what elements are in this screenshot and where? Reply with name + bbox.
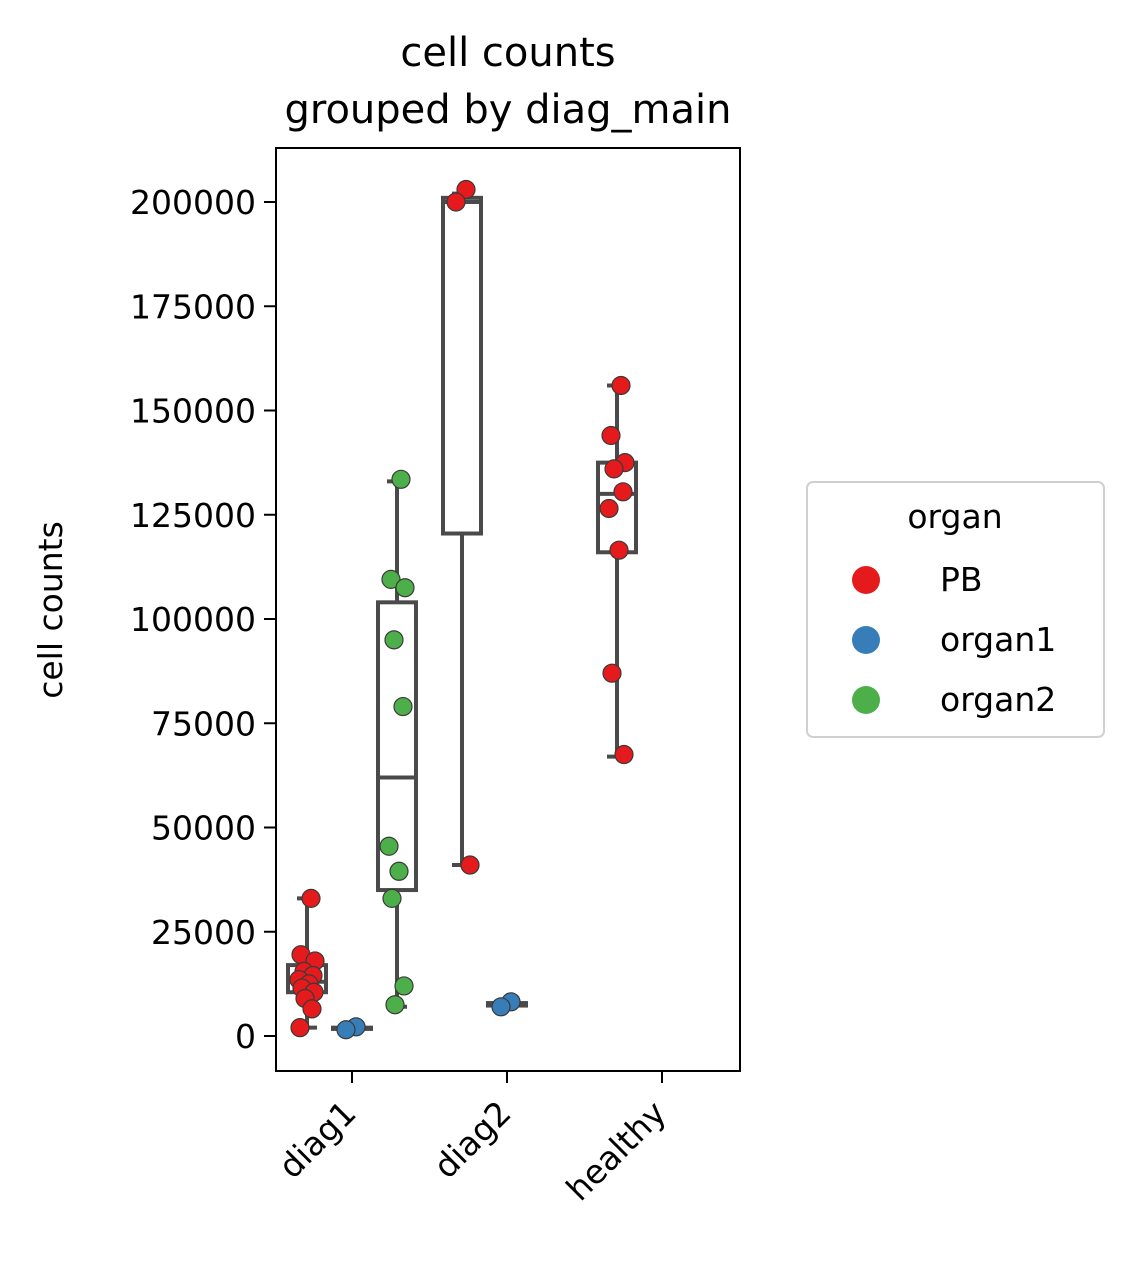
data-point [391, 469, 411, 489]
legend-label-organ2: organ2 [940, 680, 1056, 719]
data-point [301, 888, 321, 908]
legend-label-organ1: organ1 [940, 620, 1056, 659]
y-tick-label: 100000 [130, 600, 256, 639]
legend-frame [806, 481, 1105, 738]
legend-marker-PB [852, 566, 880, 594]
data-point [613, 482, 633, 502]
group-healthy [596, 375, 638, 765]
data-point [456, 179, 476, 200]
legend: organ PB organ1 organ2 [806, 481, 1105, 738]
data-point [384, 630, 404, 650]
data-point [601, 425, 621, 446]
group-diag1 [286, 469, 418, 1040]
y-tick-label: 150000 [130, 392, 256, 431]
x-tick-label: diag2 [426, 1093, 519, 1186]
y-tick-label: 25000 [151, 913, 256, 952]
data-point [491, 997, 511, 1017]
data-point [604, 459, 624, 479]
legend-title: organ [907, 497, 1002, 536]
y-tick-label: 75000 [151, 704, 256, 743]
data-point [381, 569, 401, 589]
data-point [382, 888, 402, 908]
y-tick-label: 50000 [151, 809, 256, 848]
data-point [290, 1018, 310, 1038]
data-point [393, 696, 413, 717]
data-point [602, 663, 622, 683]
data-point [336, 1020, 356, 1040]
legend-marker-organ2 [852, 686, 880, 714]
y-axis: 0 25000 50000 75000 100000 125000 150000 175000… [130, 183, 276, 1056]
x-tick-label: diag1 [271, 1093, 364, 1186]
y-tick-label: 200000 [130, 183, 256, 222]
data-point [460, 855, 480, 875]
plot-area [286, 179, 638, 1040]
y-tick-label: 125000 [130, 496, 256, 535]
box-diag1-organ1 [331, 1017, 373, 1040]
legend-marker-organ1 [852, 626, 880, 654]
data-point [385, 995, 405, 1015]
data-point [446, 192, 466, 212]
plot-frame [275, 147, 741, 1072]
box-healthy-PB [596, 375, 638, 765]
box-diag2-organ1 [486, 992, 528, 1017]
box-diag1-organ2 [376, 469, 418, 1015]
data-point [395, 578, 415, 598]
data-point [614, 744, 634, 765]
data-point [379, 836, 399, 856]
y-axis-label: cell counts [31, 521, 70, 699]
y-tick-label: 0 [235, 1017, 256, 1056]
chart-title-line-1: cell counts [400, 30, 615, 76]
x-axis: diag1 diag2 healthy [271, 1071, 674, 1208]
data-point [389, 861, 409, 881]
legend-label-PB: PB [940, 560, 983, 599]
data-point [609, 540, 629, 560]
data-point [394, 976, 414, 996]
data-point [302, 999, 322, 1019]
group-diag2 [441, 179, 528, 1017]
chart-title-line-2: grouped by diag_main [284, 87, 731, 133]
y-tick-label: 175000 [130, 287, 256, 326]
box-diag2-PB [441, 179, 483, 875]
data-point [611, 375, 631, 396]
box-diag1-PB [286, 888, 328, 1038]
box-iqr [441, 195, 483, 536]
x-tick-label: healthy [558, 1093, 673, 1208]
data-point [599, 498, 619, 519]
